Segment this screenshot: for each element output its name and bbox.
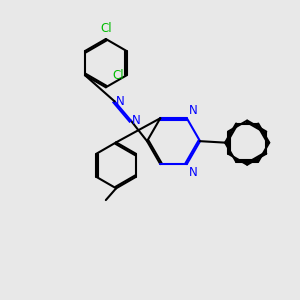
Text: N: N <box>189 166 198 178</box>
Text: Cl: Cl <box>112 69 124 82</box>
Text: N: N <box>189 104 198 117</box>
Text: Cl: Cl <box>100 22 112 35</box>
Text: N: N <box>132 114 141 127</box>
Text: N: N <box>116 95 125 108</box>
